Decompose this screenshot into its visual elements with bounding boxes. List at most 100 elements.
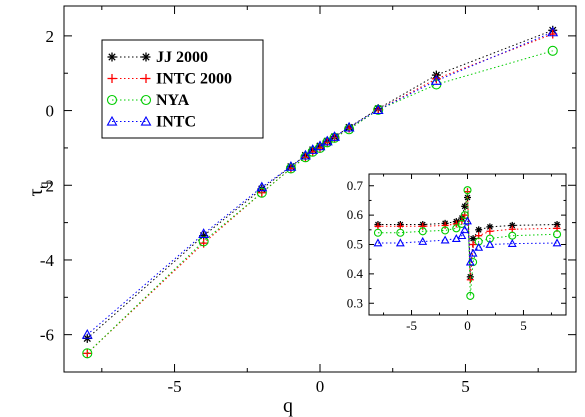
legend-item: INTC: [106, 114, 196, 131]
data-point-triangle: [547, 26, 559, 37]
legend-marker-plus: [141, 74, 151, 83]
inset-data-point-plus: [486, 227, 494, 235]
y-tick-label: -6: [40, 326, 54, 345]
legend-label: INTC 2000: [156, 71, 232, 88]
inset-x-tick-label: -5: [406, 318, 417, 333]
inset-x-tick-label: 5: [520, 318, 527, 333]
x-axis-title: q: [283, 395, 293, 417]
x-tick-label: 0: [316, 377, 325, 396]
inset-data-point-triangle: [468, 248, 478, 257]
inset-data-point-asterisk-stroke: [470, 235, 477, 242]
legend-item: NYA: [106, 92, 190, 109]
inset-data-point-circle: [441, 226, 450, 235]
inset-data-point-triangle: [507, 238, 517, 247]
legend-marker-triangle: [140, 115, 152, 126]
data-point-circle: [344, 124, 355, 135]
y-tick-label: -2: [40, 176, 54, 195]
inset-y-tick-label: 0.7: [347, 178, 364, 193]
data-point-triangle: [430, 75, 442, 85]
inset-data-point-circle: [469, 258, 478, 267]
legend-marker-asterisk-stroke: [142, 53, 150, 61]
inset-data-point-asterisk: [461, 202, 469, 210]
inset-data-point-asterisk: [475, 226, 483, 234]
inset-y-tick-label: 0.3: [347, 295, 363, 310]
inset-data-point-asterisk-stroke: [509, 222, 516, 229]
legend-marker-plus: [107, 74, 117, 83]
inset-series-line: [377, 191, 558, 280]
data-point-triangle: [285, 160, 297, 171]
inset-data-point-circle: [460, 211, 469, 220]
inset-plot: -5 0 5 0.3 0.4 0.5 0.6 0.7: [347, 173, 567, 333]
inset-data-point-triangle: [465, 257, 475, 266]
data-point-triangle: [343, 121, 355, 132]
inset-data-point-triangle: [457, 231, 467, 240]
legend-marker-asterisk: [141, 52, 151, 62]
inset-data-point-asterisk: [486, 223, 494, 231]
inset-data-point-asterisk-stroke: [486, 223, 493, 230]
data-point-circle: [285, 163, 296, 174]
legend-marker-asterisk-stroke: [108, 53, 116, 61]
series-line: [86, 31, 553, 336]
inset-data-point-triangle: [395, 238, 405, 247]
inset-data-point-asterisk-stroke: [461, 203, 468, 210]
inset-data-point-triangle: [474, 242, 484, 251]
inset-data-point-plus: [508, 225, 516, 233]
data-point-circle: [300, 152, 311, 163]
legend-label: NYA: [156, 92, 190, 109]
legend-marker-circle: [140, 94, 152, 106]
inset-data-point-triangle: [463, 216, 472, 225]
inset-data-point-plus: [469, 241, 477, 248]
data-point-triangle: [300, 149, 311, 160]
inset-series-plus: [374, 188, 561, 284]
inset-data-point-asterisk: [469, 235, 477, 243]
inset-data-point-triangle: [418, 236, 428, 245]
legend-item: INTC 2000: [107, 71, 232, 88]
legend-marker-asterisk: [107, 52, 117, 62]
y-tick-label: 0: [46, 102, 55, 121]
data-point-triangle: [81, 329, 93, 339]
data-point-circle: [256, 187, 267, 198]
data-point-circle: [314, 142, 326, 153]
data-point-circle: [547, 45, 558, 56]
data-point-triangle: [329, 131, 340, 141]
inset-data-point-plus: [396, 222, 404, 230]
inset-data-point-triangle: [460, 225, 470, 234]
y-axis-title-symbol: τ: [25, 188, 47, 196]
data-point-circle: [198, 236, 209, 247]
inset-y-tick-label: 0.5: [347, 237, 363, 252]
series-triangle: [81, 26, 559, 339]
data-point-triangle: [314, 140, 326, 151]
data-point-circle: [82, 348, 93, 359]
inset-data-point-circle: [466, 291, 475, 300]
inset-data-point-plus: [374, 222, 382, 230]
legend-marker-circle: [106, 94, 118, 106]
inset-data-point-triangle: [440, 235, 450, 244]
inset-data-point-triangle: [485, 239, 495, 248]
data-point-triangle: [372, 104, 384, 114]
legend-item: JJ 2000: [107, 49, 208, 66]
inset-x-tick-label: 0: [464, 318, 471, 333]
data-point-triangle: [198, 228, 210, 238]
legend-label: JJ 2000: [156, 49, 208, 66]
x-tick-label: -5: [167, 377, 181, 396]
inset-data-point-asterisk-stroke: [554, 221, 560, 228]
inset-data-point-plus: [419, 222, 427, 230]
inset-data-point-plus: [441, 221, 449, 229]
y-axis-title-subscript: q: [37, 181, 52, 188]
inset-y-tick-label: 0.4: [347, 266, 364, 281]
inset-data-point-triangle: [552, 238, 562, 247]
y-axis-title: τq: [25, 181, 52, 196]
inset-data-point-circle: [373, 228, 383, 237]
legend: JJ 2000 INTC 2000 NYA INTC: [101, 39, 264, 139]
data-point-triangle: [307, 144, 319, 154]
x-tick-label: 5: [461, 377, 470, 396]
data-point-triangle: [256, 181, 268, 192]
legend-marker-triangle: [106, 115, 118, 126]
inset-data-point-circle: [552, 230, 562, 239]
inset-data-point-circle: [396, 228, 405, 237]
inset-data-point-circle: [463, 186, 472, 195]
inset-data-point-circle: [418, 227, 427, 236]
y-tick-label: -4: [40, 251, 55, 270]
inset-data-point-circle: [452, 224, 461, 233]
